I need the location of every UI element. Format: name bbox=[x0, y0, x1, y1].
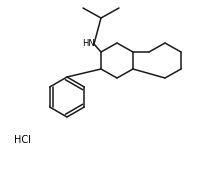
Text: HCl: HCl bbox=[14, 135, 30, 145]
Text: HN: HN bbox=[82, 40, 95, 49]
